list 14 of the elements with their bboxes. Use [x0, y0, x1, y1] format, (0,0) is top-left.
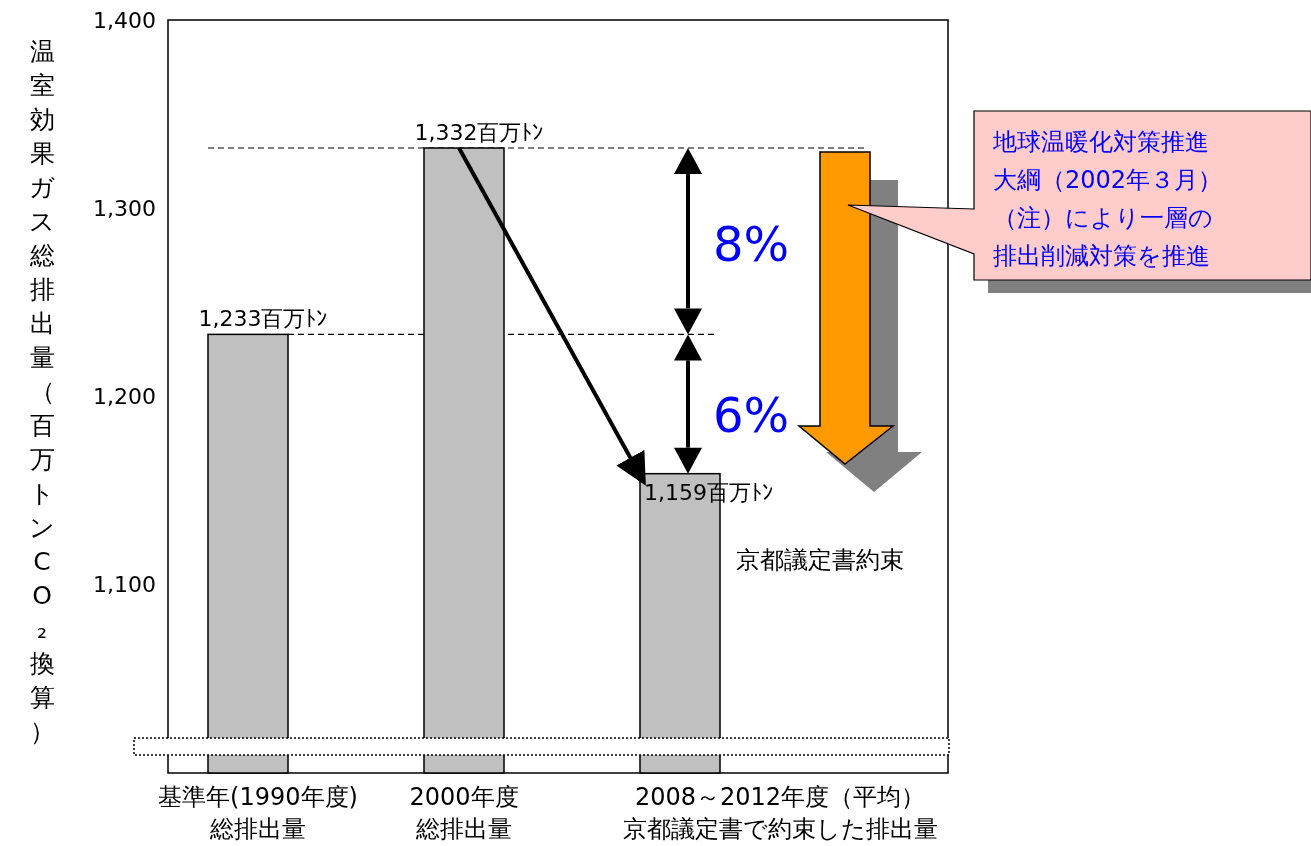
x-tick-label: 2000年度総排出量 [409, 783, 519, 843]
annotation: 8% [713, 216, 790, 273]
x-tick-label: 2008～2012年度（平均）京都議定書で約束した排出量 [622, 783, 938, 843]
annotation: 京都議定書約束 [736, 546, 904, 574]
x-tick-label: 基準年(1990年度)総排出量 [158, 783, 358, 843]
data-label: 1,332百万ﾄﾝ [414, 120, 544, 146]
y-tick-label: 1,200 [93, 384, 156, 410]
y-tick-label: 1,300 [93, 195, 156, 221]
annotation: 6% [713, 387, 790, 444]
text: 地球温暖化対策推進大綱（2002年３月）（注）により一層の排出削減対策を推進 [992, 128, 1223, 270]
y-tick-label: 1,400 [93, 7, 156, 33]
data-label: 1,233百万ﾄﾝ [198, 306, 328, 332]
text: 温室効果ガス総排出量（百万トンCO₂換算） [29, 37, 55, 746]
y-tick-label: 1,100 [93, 572, 156, 598]
